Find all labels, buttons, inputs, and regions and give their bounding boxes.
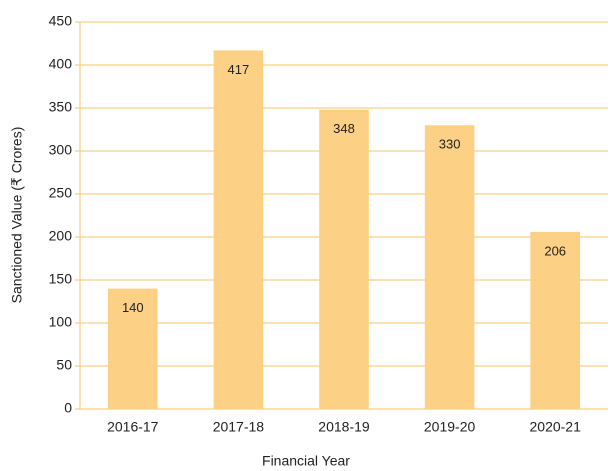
x-tick-label: 2019-20 — [424, 419, 476, 435]
y-tick-label: 200 — [49, 228, 73, 244]
x-tick-label: 2018-19 — [318, 419, 370, 435]
bar — [107, 288, 158, 409]
y-tick-label: 50 — [56, 357, 72, 373]
x-tick-label: 2016-17 — [107, 419, 159, 435]
bar — [213, 50, 264, 409]
value-label: 348 — [333, 121, 355, 136]
bar — [319, 109, 369, 409]
value-label: 140 — [122, 300, 144, 315]
y-tick-label: 250 — [49, 185, 73, 201]
y-tick-label: 350 — [49, 99, 73, 115]
value-label: 330 — [439, 137, 461, 152]
x-axis-title: Financial Year — [262, 453, 350, 469]
y-tick-label: 150 — [49, 271, 73, 287]
y-tick-label: 300 — [49, 142, 73, 158]
y-tick-label: 100 — [49, 314, 73, 330]
bar — [530, 231, 581, 409]
x-tick-label: 2020-21 — [530, 419, 582, 435]
x-tick-label: 2017-18 — [213, 419, 265, 435]
y-tick-label: 0 — [64, 400, 72, 416]
y-tick-label: 450 — [49, 13, 73, 29]
value-label: 206 — [544, 243, 566, 258]
value-label: 417 — [228, 62, 250, 77]
y-tick-label: 400 — [49, 56, 73, 72]
bar — [424, 125, 475, 409]
y-axis-title: Sanctioned Value (₹ Crores) — [9, 127, 25, 304]
